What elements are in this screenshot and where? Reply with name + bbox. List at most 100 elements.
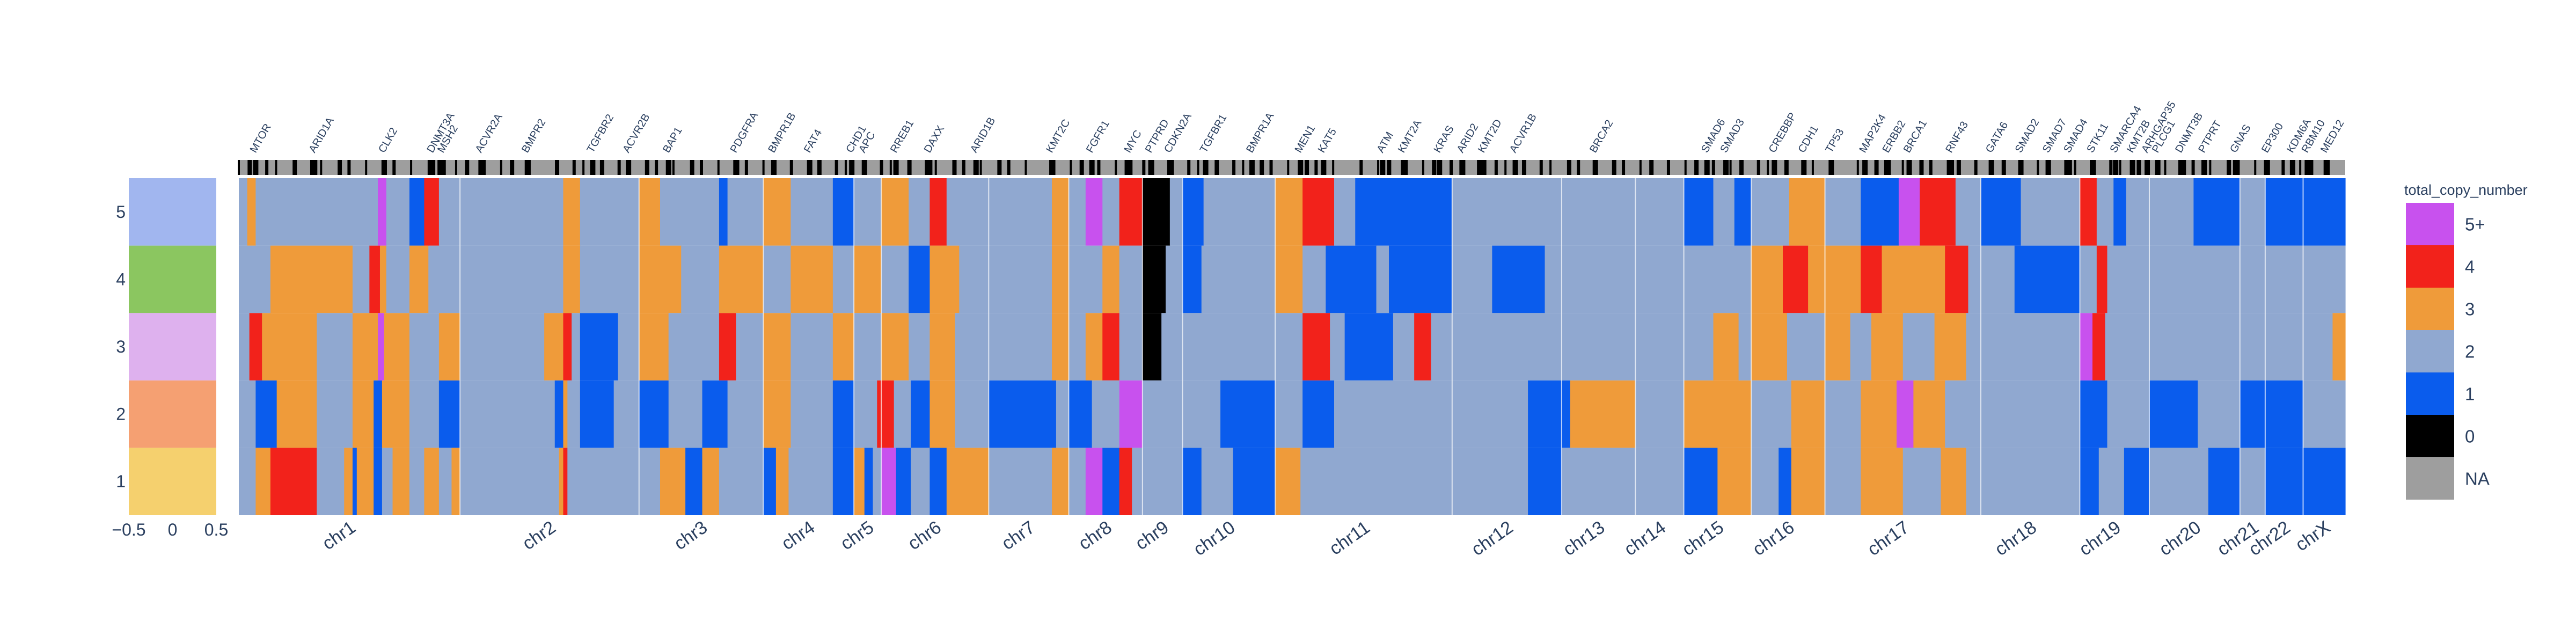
cn-segment (660, 178, 720, 246)
gene-marker (427, 160, 432, 175)
cn-segment (1452, 313, 1562, 380)
strip-cell-row-5 (129, 178, 216, 246)
cn-segment (317, 313, 353, 380)
cn-segment (382, 380, 410, 448)
cn-segment (1052, 448, 1070, 515)
chromosome-label: chr20 (2155, 517, 2204, 560)
cn-segment (2303, 245, 2346, 313)
cn-segment (1302, 313, 1330, 380)
cn-segment (1393, 313, 1415, 380)
gene-marker (524, 160, 530, 175)
gene-marker (500, 160, 502, 175)
gene-marker (2201, 160, 2207, 175)
gene-marker (789, 160, 793, 175)
cn-segment (1376, 245, 1389, 313)
legend-swatch (2406, 245, 2454, 288)
chromosome-label: chr13 (1560, 517, 1608, 560)
cn-segment (2198, 380, 2241, 448)
cn-segment (1452, 380, 1528, 448)
cn-segment (1085, 313, 1103, 380)
cn-segment (1561, 245, 1636, 313)
cn-segment (460, 245, 564, 313)
cn-segment (1452, 448, 1528, 515)
cn-segment (832, 178, 854, 246)
gene-marker (2164, 160, 2167, 175)
cn-segment (1825, 448, 1861, 515)
gene-marker (627, 160, 630, 175)
gene-marker (555, 160, 560, 175)
gene-marker (1802, 160, 1805, 175)
chromosome-label: chr7 (998, 517, 1038, 554)
gene-marker (2019, 160, 2023, 175)
cn-segment (317, 380, 353, 448)
cn-segment (881, 178, 909, 246)
gene-marker (1521, 160, 1526, 175)
cn-segment (909, 178, 930, 246)
cn-segment (1102, 313, 1120, 380)
cn-segment (1684, 448, 1718, 515)
gene-marker (1148, 160, 1154, 175)
cn-segment (1825, 245, 1861, 313)
cn-segment (2080, 313, 2093, 380)
cn-segment (1561, 380, 1571, 448)
gene-marker (2191, 160, 2195, 175)
gene-marker (2146, 160, 2150, 175)
chromosome-labels: chr1 chr2 chr3 chr4 chr5 chr6 chr7 chr8 chr9 chr1… (319, 517, 2334, 560)
cn-segment (1980, 178, 2022, 246)
legend-label: 4 (2465, 257, 2475, 277)
cn-segment (392, 448, 410, 515)
cn-segment (1902, 448, 1941, 515)
cn-segment (379, 245, 387, 313)
cn-segment (567, 380, 581, 448)
x-tick-label: 0 (168, 520, 178, 539)
gene-marker (2074, 160, 2076, 175)
cn-segment (438, 448, 452, 515)
gene-marker (655, 160, 658, 175)
chromosome-label: chrX (2292, 517, 2334, 555)
cn-segment (1182, 448, 1202, 515)
cn-segment (1684, 178, 1714, 246)
gene-marker (292, 160, 297, 175)
cn-segment (832, 313, 854, 380)
cn-segment (438, 380, 460, 448)
chromosome-label: chr16 (1749, 517, 1798, 560)
cn-segment (1302, 178, 1335, 246)
cn-segment (2107, 245, 2150, 313)
gene-marker (1049, 160, 1055, 175)
cn-segment (1355, 178, 1453, 246)
cn-segment (930, 448, 947, 515)
cn-segment (639, 178, 661, 246)
cn-segment (763, 313, 791, 380)
strip-cell-row-2 (129, 380, 216, 448)
cn-segment (788, 448, 833, 515)
cn-segment (1966, 313, 1981, 380)
gene-marker (893, 160, 899, 175)
cn-segment (1779, 448, 1792, 515)
cn-segment (352, 313, 378, 380)
gene-marker (973, 160, 979, 175)
strip-cell-row-4 (129, 245, 216, 313)
chromosome-label: chr15 (1678, 517, 1727, 560)
gene-marker (844, 160, 847, 175)
gene-label: GNAS (2228, 122, 2253, 155)
cn-segment (736, 313, 764, 380)
gene-label: PDGFRA (728, 110, 761, 155)
cn-segment (2113, 178, 2127, 246)
gene-marker (2182, 160, 2186, 175)
legend-swatch (2406, 203, 2454, 245)
row-axis-labels: 1 2 3 4 5 (116, 202, 126, 491)
gene-marker (807, 160, 813, 175)
cn-segment (2265, 448, 2304, 515)
gene-marker (1729, 160, 1732, 175)
cn-segment (1142, 313, 1162, 380)
cn-segment (1233, 448, 1276, 515)
gene-marker (1232, 160, 1236, 175)
gene-marker (392, 160, 396, 175)
cn-segment (239, 380, 256, 448)
chromosome-label: chr17 (1864, 517, 1913, 560)
cn-segment (1344, 313, 1394, 380)
gene-marker (889, 160, 892, 175)
cn-segment (2149, 245, 2241, 313)
gene-marker (1612, 160, 1616, 175)
legend-label: 0 (2465, 427, 2475, 447)
